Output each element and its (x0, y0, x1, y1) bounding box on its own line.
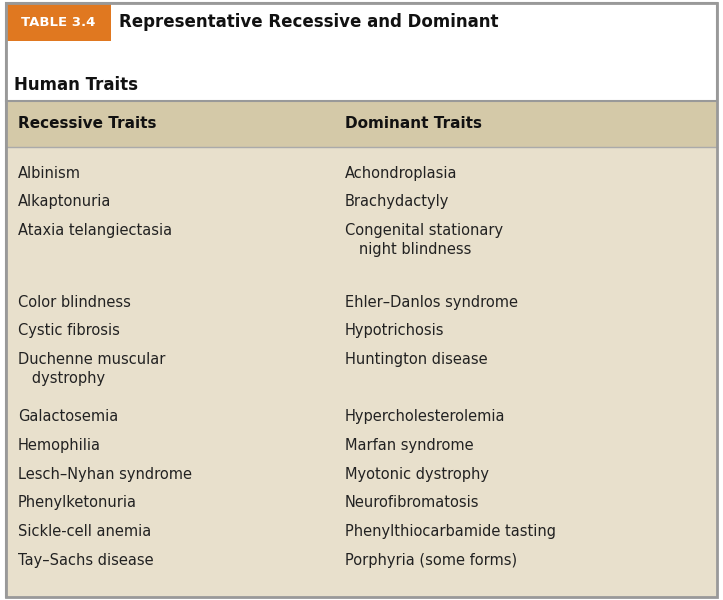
Text: Tay–Sachs disease: Tay–Sachs disease (18, 553, 153, 568)
Text: Recessive Traits: Recessive Traits (18, 116, 156, 131)
Text: Duchenne muscular
   dystrophy: Duchenne muscular dystrophy (18, 352, 166, 386)
Text: TABLE 3.4: TABLE 3.4 (21, 16, 95, 28)
Text: Galactosemia: Galactosemia (18, 409, 119, 424)
Text: Ataxia telangiectasia: Ataxia telangiectasia (18, 223, 172, 238)
Text: Marfan syndrome: Marfan syndrome (345, 438, 474, 453)
Text: Porphyria (some forms): Porphyria (some forms) (345, 553, 517, 568)
Text: Hypercholesterolemia: Hypercholesterolemia (345, 409, 505, 424)
Bar (6, 3, 111, 41)
Text: Dominant Traits: Dominant Traits (345, 116, 482, 131)
Text: Color blindness: Color blindness (18, 295, 131, 310)
Text: Phenylthiocarbamide tasting: Phenylthiocarbamide tasting (345, 524, 556, 539)
Text: Representative Recessive and Dominant: Representative Recessive and Dominant (119, 13, 498, 31)
Text: Ehler–Danlos syndrome: Ehler–Danlos syndrome (345, 295, 518, 310)
Text: Congenital stationary
   night blindness: Congenital stationary night blindness (345, 223, 503, 257)
Text: Achondroplasia: Achondroplasia (345, 166, 458, 181)
Text: Human Traits: Human Traits (14, 76, 138, 94)
Text: Hemophilia: Hemophilia (18, 438, 101, 453)
Text: Phenylketonuria: Phenylketonuria (18, 495, 137, 510)
Text: Huntington disease: Huntington disease (345, 352, 488, 367)
Text: Albinism: Albinism (18, 166, 81, 181)
Bar (6, 147, 717, 597)
Text: Brachydactyly: Brachydactyly (345, 194, 450, 209)
Bar (6, 101, 717, 147)
Text: Lesch–Nyhan syndrome: Lesch–Nyhan syndrome (18, 467, 192, 482)
Text: Cystic fibrosis: Cystic fibrosis (18, 323, 120, 338)
Text: Alkaptonuria: Alkaptonuria (18, 194, 111, 209)
Text: Hypotrichosis: Hypotrichosis (345, 323, 445, 338)
Text: Neurofibromatosis: Neurofibromatosis (345, 495, 479, 510)
Text: Sickle-cell anemia: Sickle-cell anemia (18, 524, 151, 539)
Text: Myotonic dystrophy: Myotonic dystrophy (345, 467, 489, 482)
